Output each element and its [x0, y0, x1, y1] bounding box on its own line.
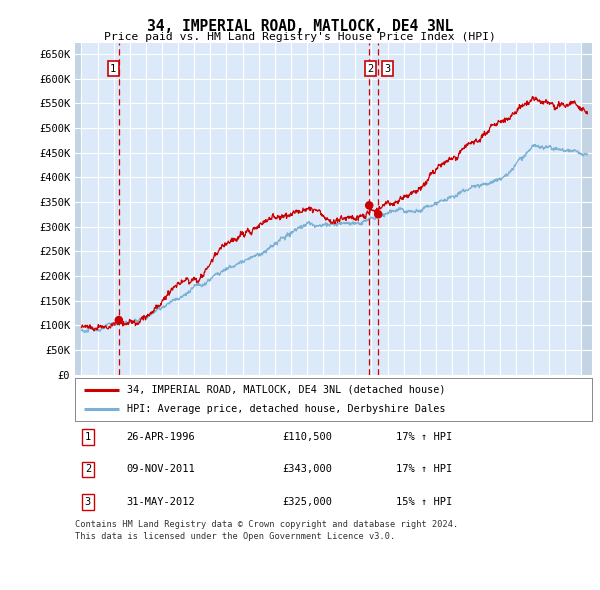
Text: 3: 3 [385, 64, 391, 74]
Point [364, 201, 374, 210]
Text: 15% ↑ HPI: 15% ↑ HPI [395, 497, 452, 507]
Point [373, 209, 383, 219]
Text: 2: 2 [85, 464, 91, 474]
Text: 17% ↑ HPI: 17% ↑ HPI [395, 432, 452, 442]
Text: Contains HM Land Registry data © Crown copyright and database right 2024.: Contains HM Land Registry data © Crown c… [75, 520, 458, 529]
Text: 34, IMPERIAL ROAD, MATLOCK, DE4 3NL: 34, IMPERIAL ROAD, MATLOCK, DE4 3NL [147, 19, 453, 34]
Point [114, 316, 124, 325]
Text: £325,000: £325,000 [282, 497, 332, 507]
Bar [581, 43, 592, 375]
Text: 3: 3 [85, 497, 91, 507]
Text: 1: 1 [85, 432, 91, 442]
Text: 34, IMPERIAL ROAD, MATLOCK, DE4 3NL (detached house): 34, IMPERIAL ROAD, MATLOCK, DE4 3NL (det… [127, 385, 445, 395]
Text: This data is licensed under the Open Government Licence v3.0.: This data is licensed under the Open Gov… [75, 532, 395, 540]
Text: 31-MAY-2012: 31-MAY-2012 [127, 497, 196, 507]
Text: Price paid vs. HM Land Registry's House Price Index (HPI): Price paid vs. HM Land Registry's House … [104, 32, 496, 42]
Text: 17% ↑ HPI: 17% ↑ HPI [395, 464, 452, 474]
Text: 26-APR-1996: 26-APR-1996 [127, 432, 196, 442]
Text: 09-NOV-2011: 09-NOV-2011 [127, 464, 196, 474]
Text: £343,000: £343,000 [282, 464, 332, 474]
Bar [75, 43, 82, 375]
Text: HPI: Average price, detached house, Derbyshire Dales: HPI: Average price, detached house, Derb… [127, 404, 445, 414]
Text: 1: 1 [110, 64, 116, 74]
Text: £110,500: £110,500 [282, 432, 332, 442]
Text: 2: 2 [368, 64, 374, 74]
